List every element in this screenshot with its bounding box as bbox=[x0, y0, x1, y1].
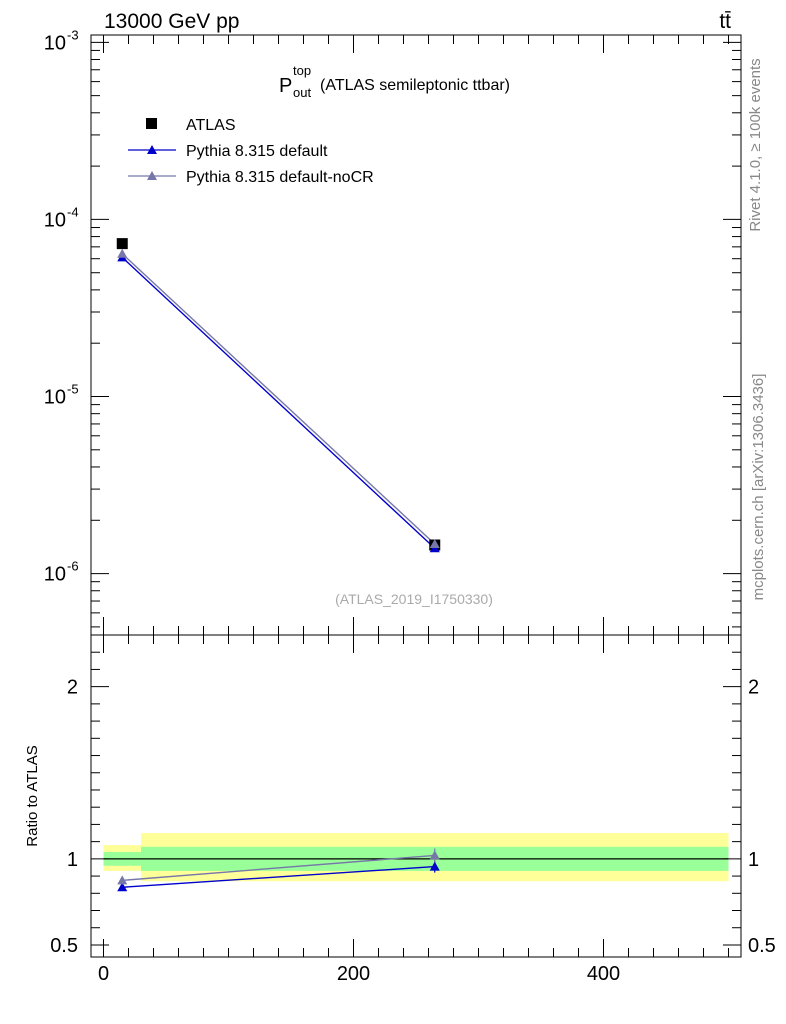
main-ytick-exponent: -5 bbox=[67, 382, 79, 397]
ratio-ytick-label-right: 0.5 bbox=[748, 935, 776, 957]
ratio-ytick-label-right: 2 bbox=[748, 677, 759, 699]
title-sup: top bbox=[293, 63, 311, 78]
ratio-ytick-label-left: 1 bbox=[67, 849, 78, 871]
ratio-point-nocr bbox=[429, 850, 440, 860]
ratio-ytick-label-left: 0.5 bbox=[50, 935, 78, 957]
main-point-atlas bbox=[116, 238, 128, 250]
legend-marker-atlas bbox=[146, 118, 157, 129]
ratio-xtick-label: 200 bbox=[337, 963, 370, 985]
analysis-tag: (ATLAS_2019_I1750330) bbox=[335, 591, 493, 607]
main-series-line bbox=[121, 253, 436, 545]
main-point-nocr bbox=[117, 248, 128, 258]
main-ytick-label: 10 bbox=[44, 387, 66, 409]
ratio-point-default bbox=[117, 882, 128, 892]
ratio-ytick-label-left: 2 bbox=[67, 677, 78, 699]
legend-label-atlas: ATLAS bbox=[186, 117, 236, 134]
legend-label-nocr: Pythia 8.315 default-noCR bbox=[186, 169, 374, 186]
title-rest: (ATLAS semileptonic ttbar) bbox=[320, 77, 510, 94]
main-ytick-label: 10 bbox=[44, 209, 66, 231]
main-point-nocr bbox=[429, 538, 440, 548]
ratio-ytick-label-right: 1 bbox=[748, 849, 759, 871]
ratio-xtick-label: 400 bbox=[587, 963, 620, 985]
energy-label: 13000 GeV pp bbox=[104, 10, 239, 33]
main-ytick-exponent: -3 bbox=[67, 27, 79, 42]
mcplots-label: mcplots.cern.ch [arXiv:1306.3436] bbox=[750, 374, 767, 601]
main-ytick-exponent: -4 bbox=[67, 204, 79, 219]
ratio-xtick-label: 0 bbox=[98, 963, 109, 985]
main-ytick-label: 10 bbox=[44, 564, 66, 586]
rivet-label: Rivet 4.1.0, ≥ 100k events bbox=[747, 58, 764, 231]
ratio-point-nocr bbox=[117, 875, 128, 885]
ratio-point-default bbox=[429, 861, 440, 871]
ratio-panel: 0.5 0.5 1 1 2 2 0 200 400 Ratio to ATLAS bbox=[24, 634, 776, 985]
legend: ATLAS Pythia 8.315 default Pythia 8.315 … bbox=[128, 117, 374, 186]
legend-label-default: Pythia 8.315 default bbox=[186, 143, 328, 160]
ratio-series-line bbox=[122, 854, 435, 882]
legend-marker-default bbox=[147, 145, 157, 154]
title-main: P bbox=[279, 75, 292, 97]
legend-marker-nocr bbox=[147, 171, 157, 180]
ratio-ylabel: Ratio to ATLAS bbox=[24, 745, 41, 846]
main-series-line bbox=[121, 256, 436, 549]
process-label: tt̄ bbox=[719, 10, 731, 33]
ratio-series-line bbox=[122, 865, 435, 888]
ratio-frame bbox=[90, 634, 742, 958]
title-sub: out bbox=[293, 85, 311, 100]
main-ytick-exponent: -6 bbox=[67, 559, 79, 574]
main-ytick-label: 10 bbox=[44, 32, 66, 54]
